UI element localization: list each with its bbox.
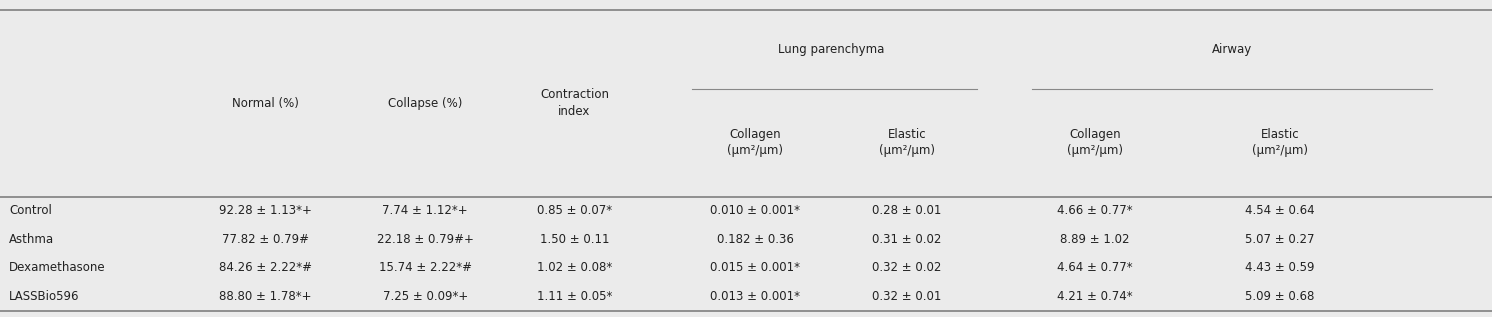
Text: Collagen
(μm²/μm): Collagen (μm²/μm)	[727, 128, 783, 157]
Text: 0.32 ± 0.02: 0.32 ± 0.02	[873, 261, 941, 275]
Text: 92.28 ± 1.13*+: 92.28 ± 1.13*+	[219, 204, 312, 217]
Text: 7.74 ± 1.12*+: 7.74 ± 1.12*+	[382, 204, 468, 217]
Text: 88.80 ± 1.78*+: 88.80 ± 1.78*+	[219, 290, 312, 303]
Text: Asthma: Asthma	[9, 233, 54, 246]
Text: 5.07 ± 0.27: 5.07 ± 0.27	[1246, 233, 1314, 246]
Text: 0.31 ± 0.02: 0.31 ± 0.02	[873, 233, 941, 246]
Text: Normal (%): Normal (%)	[233, 96, 298, 110]
Text: Elastic
(μm²/μm): Elastic (μm²/μm)	[879, 128, 935, 157]
Text: Elastic
(μm²/μm): Elastic (μm²/μm)	[1252, 128, 1308, 157]
Text: 0.182 ± 0.36: 0.182 ± 0.36	[716, 233, 794, 246]
Text: 4.54 ± 0.64: 4.54 ± 0.64	[1246, 204, 1314, 217]
Text: Collapse (%): Collapse (%)	[388, 96, 463, 110]
Text: Collagen
(μm²/μm): Collagen (μm²/μm)	[1067, 128, 1123, 157]
Text: 77.82 ± 0.79#: 77.82 ± 0.79#	[222, 233, 309, 246]
Text: Contraction
index: Contraction index	[540, 88, 609, 118]
Text: 0.85 ± 0.07*: 0.85 ± 0.07*	[537, 204, 612, 217]
Text: 0.32 ± 0.01: 0.32 ± 0.01	[873, 290, 941, 303]
Text: 4.21 ± 0.74*: 4.21 ± 0.74*	[1058, 290, 1132, 303]
Text: 4.43 ± 0.59: 4.43 ± 0.59	[1246, 261, 1314, 275]
Text: 0.015 ± 0.001*: 0.015 ± 0.001*	[710, 261, 800, 275]
Text: 1.02 ± 0.08*: 1.02 ± 0.08*	[537, 261, 612, 275]
Text: 8.89 ± 1.02: 8.89 ± 1.02	[1061, 233, 1129, 246]
Text: Dexamethasone: Dexamethasone	[9, 261, 106, 275]
Text: 0.28 ± 0.01: 0.28 ± 0.01	[873, 204, 941, 217]
Text: 0.010 ± 0.001*: 0.010 ± 0.001*	[710, 204, 800, 217]
Text: Airway: Airway	[1213, 42, 1252, 56]
Text: 5.09 ± 0.68: 5.09 ± 0.68	[1246, 290, 1314, 303]
Text: 84.26 ± 2.22*#: 84.26 ± 2.22*#	[219, 261, 312, 275]
Text: 15.74 ± 2.22*#: 15.74 ± 2.22*#	[379, 261, 471, 275]
Text: 4.66 ± 0.77*: 4.66 ± 0.77*	[1058, 204, 1132, 217]
Text: LASSBio596: LASSBio596	[9, 290, 79, 303]
Text: 22.18 ± 0.79#+: 22.18 ± 0.79#+	[377, 233, 473, 246]
Text: 1.50 ± 0.11: 1.50 ± 0.11	[540, 233, 609, 246]
Text: 0.013 ± 0.001*: 0.013 ± 0.001*	[710, 290, 800, 303]
Text: Control: Control	[9, 204, 52, 217]
Text: 7.25 ± 0.09*+: 7.25 ± 0.09*+	[382, 290, 468, 303]
Text: Lung parenchyma: Lung parenchyma	[777, 42, 885, 56]
Text: 4.64 ± 0.77*: 4.64 ± 0.77*	[1058, 261, 1132, 275]
Text: 1.11 ± 0.05*: 1.11 ± 0.05*	[537, 290, 612, 303]
